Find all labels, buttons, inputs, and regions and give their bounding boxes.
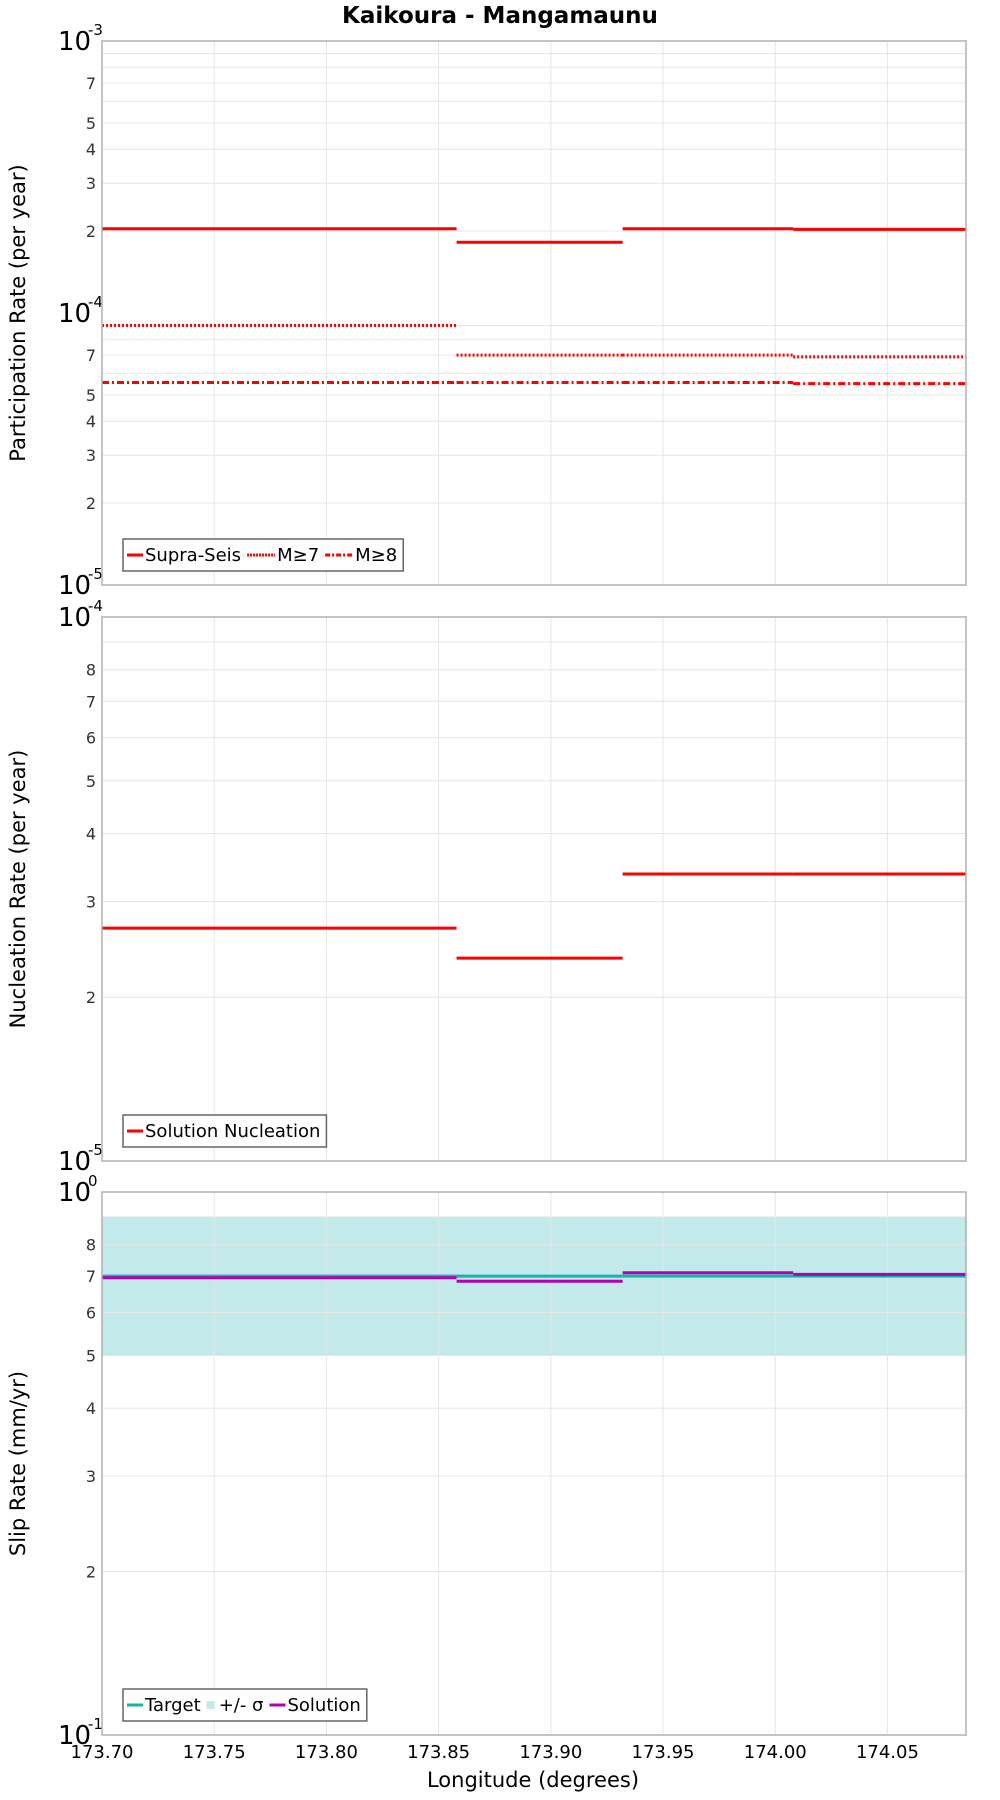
series-m-7	[102, 323, 966, 359]
y-tick-label: 8	[86, 1236, 96, 1255]
x-tick-label: 173.85	[407, 1742, 470, 1763]
plot-area	[102, 41, 966, 585]
y-tick-label: 3	[86, 1467, 96, 1486]
y-decade-label: 10	[58, 299, 91, 329]
sigma-band	[102, 1216, 966, 1356]
plot-border	[101, 616, 967, 1162]
y-tick-label: 5	[86, 1346, 96, 1365]
legend-entry: Solution Nucleation	[145, 1121, 320, 1142]
legend-entry: +/- σ	[219, 1695, 264, 1716]
legend-entry: Supra-Seis	[145, 545, 241, 566]
x-tick-label: 174.00	[744, 1742, 807, 1763]
y-decade-exponent: -5	[88, 1141, 103, 1159]
y-tick-label: 7	[86, 346, 96, 365]
legend-box	[122, 1688, 368, 1722]
y-tick-label: 8	[86, 661, 96, 680]
y-tick-label: 2	[86, 494, 96, 513]
x-tick-label: 173.90	[519, 1742, 582, 1763]
y-tick-label: 6	[86, 1303, 96, 1322]
legend-entry: Solution	[287, 1695, 360, 1716]
plot-border	[101, 1191, 967, 1736]
y-axis-label: Slip Rate (mm/yr)	[6, 1371, 30, 1556]
y-decade-label: 10	[58, 1147, 91, 1177]
legend-swatch	[206, 1701, 215, 1709]
y-tick-label: 4	[86, 1399, 96, 1418]
legend: Target +/- σ Solution	[122, 1688, 368, 1722]
x-tick-label: 173.75	[183, 1742, 246, 1763]
y-tick-label: 2	[86, 222, 96, 241]
y-decade-exponent: 0	[88, 1172, 98, 1190]
legend-entry: M≥8	[355, 545, 397, 566]
x-tick-label: 173.95	[632, 1742, 695, 1763]
x-tick-label: 173.80	[295, 1742, 358, 1763]
y-tick-label: 5	[86, 772, 96, 791]
y-tick-label: 4	[86, 412, 96, 431]
y-decade-label: 10	[58, 27, 91, 57]
y-axis-label: Nucleation Rate (per year)	[6, 750, 30, 1029]
y-tick-label: 4	[86, 140, 96, 159]
y-tick-label: 6	[86, 729, 96, 748]
y-tick-label: 3	[86, 174, 96, 193]
legend-entry: Target	[144, 1695, 201, 1716]
y-decade-label: 10	[58, 603, 91, 633]
series-m-8	[102, 381, 966, 386]
plot-border	[101, 40, 967, 586]
y-axis-label: Participation Rate (per year)	[6, 164, 30, 461]
legend-box	[122, 1114, 328, 1148]
x-axis-label: Longitude (degrees)	[427, 1768, 639, 1792]
series-solution	[102, 1271, 966, 1283]
y-tick-label: 7	[86, 692, 96, 711]
y-decade-exponent: -3	[88, 21, 103, 39]
legend-entry: M≥7	[277, 545, 319, 566]
y-tick-label: 2	[86, 1563, 96, 1582]
y-decade-label: 10	[58, 571, 91, 601]
plot-area	[102, 617, 966, 1161]
y-tick-label: 7	[86, 1267, 96, 1286]
y-decade-exponent: -1	[88, 1715, 103, 1733]
y-decade-exponent: -4	[88, 293, 103, 311]
y-tick-label: 5	[86, 114, 96, 133]
legend: Supra-Seis M≥7 M≥8	[122, 538, 404, 572]
x-axis-tick-labels: 173.70 173.75 173.80 173.85 173.90 173.95 174.…	[71, 1742, 919, 1763]
legend: Solution Nucleation	[122, 1114, 328, 1148]
series-supra-seis	[102, 227, 966, 244]
y-tick-label: 5	[86, 386, 96, 405]
y-tick-label: 3	[86, 446, 96, 465]
y-tick-label: 7	[86, 74, 96, 93]
y-tick-label: 4	[86, 824, 96, 843]
x-tick-label: 173.70	[71, 1742, 134, 1763]
series-solution-nucleation	[102, 872, 966, 960]
y-tick-label: 3	[86, 892, 96, 911]
y-tick-label: 2	[86, 988, 96, 1007]
chart-title: Kaikoura - Mangamaunu	[342, 3, 658, 29]
y-decade-exponent: -5	[88, 565, 103, 583]
y-decade-label: 10	[58, 1721, 91, 1751]
y-decade-label: 10	[58, 1178, 91, 1208]
y-decade-exponent: -4	[88, 597, 103, 615]
x-tick-label: 174.05	[856, 1742, 919, 1763]
